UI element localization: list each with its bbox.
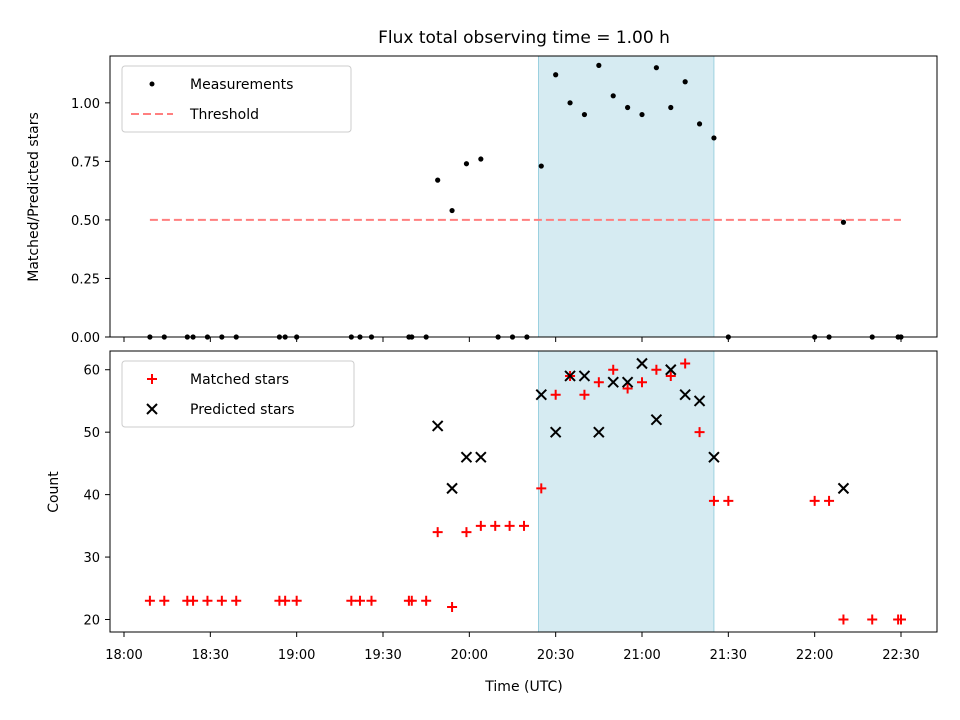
top-shaded-span — [538, 56, 714, 337]
x-tick-label: 22:30 — [882, 648, 919, 663]
chart-title: Flux total observing time = 1.00 h — [378, 28, 670, 48]
legend-matched-label: Matched stars — [190, 372, 289, 388]
measurement-point — [553, 72, 558, 77]
top-y-tick-label: 0.50 — [71, 214, 100, 229]
top-y-tick-label: 1.00 — [71, 97, 100, 112]
x-tick-label: 20:00 — [451, 648, 488, 663]
measurement-point — [567, 100, 572, 105]
bottom-y-tick-label: 30 — [83, 551, 100, 566]
legend-predicted-label: Predicted stars — [190, 402, 295, 418]
x-tick-label: 19:00 — [278, 648, 315, 663]
bottom-y-axis-label: Count — [46, 471, 62, 513]
bottom-y-tick-label: 50 — [83, 426, 100, 441]
legend-measurements-marker — [150, 82, 155, 87]
legend-threshold-label: Threshold — [189, 107, 259, 123]
measurement-point — [478, 156, 483, 161]
x-tick-label: 19:30 — [364, 648, 401, 663]
x-axis-label: Time (UTC) — [484, 679, 562, 695]
x-tick-label: 21:30 — [710, 648, 747, 663]
x-tick-label: 18:30 — [192, 648, 229, 663]
top-y-tick-label: 0.25 — [71, 272, 100, 287]
measurement-point — [668, 105, 673, 110]
measurement-point — [596, 63, 601, 68]
measurement-point — [697, 121, 702, 126]
top-y-tick-label: 0.75 — [71, 155, 100, 170]
bottom-y-tick-label: 60 — [83, 364, 100, 379]
measurement-point — [582, 112, 587, 117]
top-legend: Measurements Threshold — [122, 66, 351, 132]
measurement-point — [464, 161, 469, 166]
figure: Flux total observing time = 1.00 h 0.00 0… — [0, 0, 960, 720]
measurement-point — [625, 105, 630, 110]
measurement-point — [639, 112, 644, 117]
measurement-point — [683, 79, 688, 84]
measurement-point — [654, 65, 659, 70]
top-y-axis-label: Matched/Predicted stars — [26, 112, 42, 282]
x-tick-label: 22:00 — [796, 648, 833, 663]
measurement-point — [711, 135, 716, 140]
measurement-point — [611, 93, 616, 98]
legend-measurements-label: Measurements — [190, 77, 293, 93]
measurement-point — [435, 178, 440, 183]
x-tick-label: 18:00 — [105, 648, 142, 663]
x-tick-label: 20:30 — [537, 648, 574, 663]
measurement-point — [841, 220, 846, 225]
shaded-observing-span — [538, 56, 714, 337]
bottom-y-tick-label: 40 — [83, 489, 100, 504]
measurement-point — [539, 163, 544, 168]
top-y-tick-label: 0.00 — [71, 331, 100, 346]
bottom-y-tick-label: 20 — [83, 614, 100, 629]
bottom-legend: Matched stars Predicted stars — [122, 361, 354, 427]
x-tick-label: 21:00 — [623, 648, 660, 663]
measurement-point — [449, 208, 454, 213]
